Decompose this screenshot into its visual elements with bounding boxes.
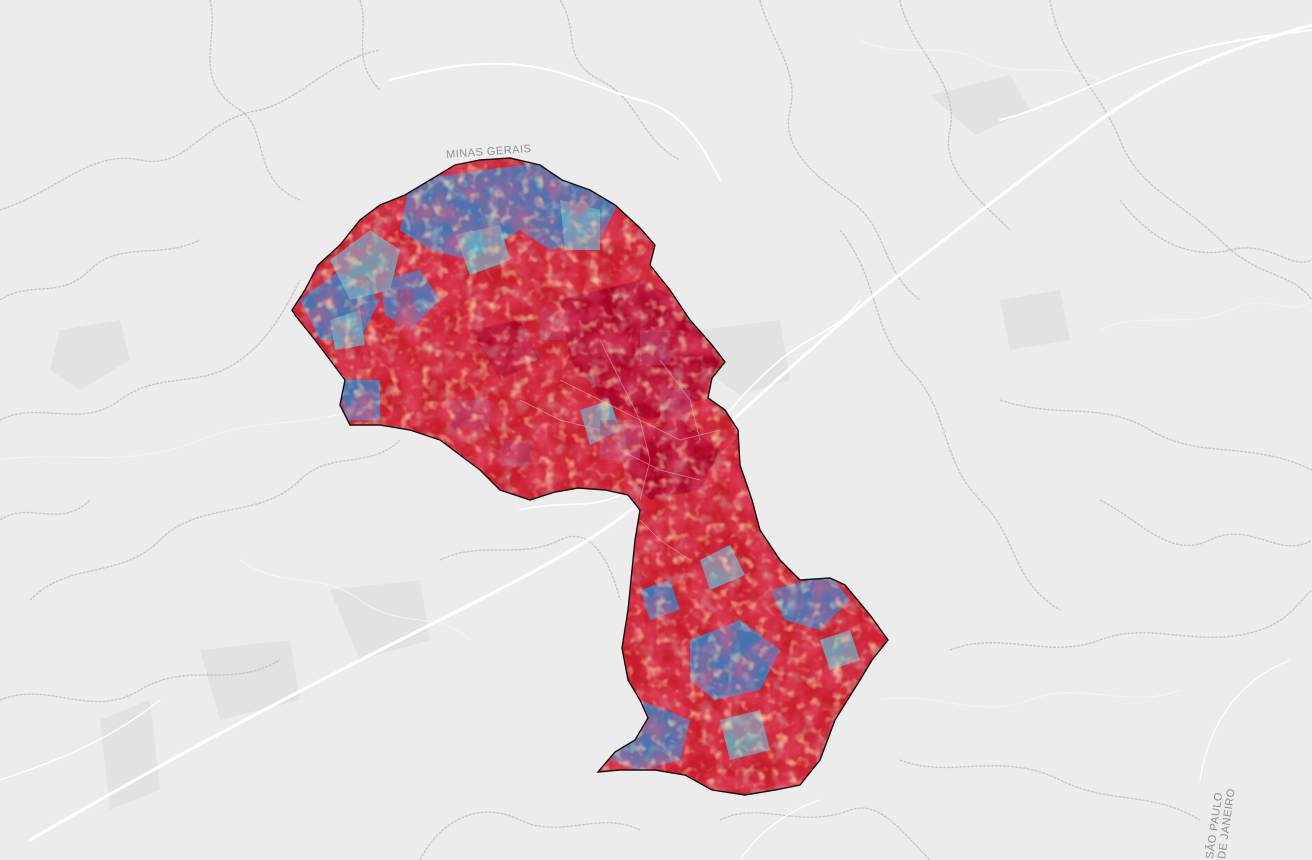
- minor-roads: [0, 39, 1312, 708]
- region-outline: [291, 157, 889, 796]
- urban-streets: [519, 339, 721, 561]
- urban-patches: [50, 75, 1070, 810]
- risk-raster-layer[interactable]: [280, 150, 900, 810]
